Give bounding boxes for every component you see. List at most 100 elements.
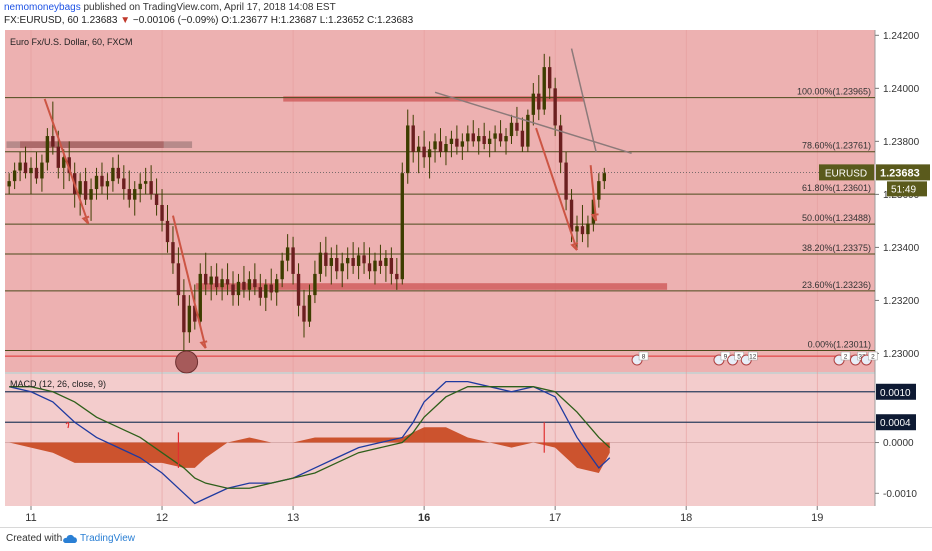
event-count-label: 2 — [871, 354, 875, 361]
ohlc-line: FX:EURUSD, 60 1.23683 ▼ −0.00106 (−0.09%… — [4, 15, 413, 26]
event-count-label: 9 — [724, 354, 728, 361]
macd-tick-label: 0.0000 — [883, 438, 914, 449]
candle-body — [111, 167, 115, 182]
macd-marker-badge — [876, 383, 916, 400]
candle-body — [62, 157, 66, 168]
candle-body — [575, 226, 579, 232]
candle-body — [171, 242, 175, 264]
candle-body — [127, 189, 131, 200]
candle-body — [520, 130, 525, 147]
candle-body — [291, 247, 295, 274]
candle-body — [345, 258, 350, 264]
candle-body — [160, 204, 164, 221]
candle-body — [487, 138, 492, 144]
candle-body — [285, 247, 290, 261]
macd-annotation-mark — [65, 422, 70, 429]
candle-body — [307, 295, 312, 322]
candle-body — [542, 67, 546, 110]
macd-marker-label: 0.0004 — [880, 418, 911, 429]
publish-line: nemomoneybags published on TradingView.c… — [4, 2, 336, 13]
candle-body — [362, 255, 366, 264]
candle-body — [340, 263, 344, 272]
down-arrow-line — [535, 127, 578, 251]
candle-body — [422, 146, 426, 158]
time-tick-label: 11 — [25, 512, 36, 524]
candle-body — [427, 149, 432, 158]
candle-body — [275, 279, 279, 293]
price-tick-label: 1.23800 — [883, 137, 920, 148]
symbol-label: FX:EURUSD, 60 — [4, 15, 79, 26]
price-tick-label: 1.24000 — [883, 84, 920, 95]
candle-body — [335, 258, 339, 272]
candle-body — [526, 114, 530, 147]
candle-body — [94, 175, 99, 190]
symbol-badge — [819, 164, 874, 181]
candle-body — [477, 136, 481, 142]
candle-body — [471, 133, 475, 142]
candle-body — [67, 157, 71, 174]
time-tick-label: 19 — [811, 512, 823, 524]
last-price: 1.23683 — [81, 15, 118, 26]
candle-body — [165, 220, 170, 243]
macd-line — [9, 380, 611, 505]
candle-body — [100, 175, 104, 187]
candle-body — [154, 194, 159, 205]
open-value: O:1.23677 — [221, 15, 268, 26]
candle-body — [449, 138, 454, 144]
candle-body — [78, 181, 82, 195]
candle-body — [493, 133, 497, 139]
candle-body — [548, 67, 552, 89]
candle-body — [351, 258, 355, 266]
candle-body — [40, 162, 44, 179]
candle-body — [133, 189, 137, 200]
fib-level-label: 23.60%(1.23236) — [802, 280, 871, 290]
down-arrow-line — [43, 98, 90, 224]
candle-body — [356, 255, 361, 266]
author-link[interactable]: nemomoneybags — [4, 2, 81, 13]
candle-body — [280, 260, 284, 280]
candle-body — [602, 173, 606, 182]
tradingview-cloud-icon — [63, 534, 77, 543]
price-change: −0.00106 (−0.09%) — [132, 15, 219, 26]
candle-body — [258, 287, 263, 298]
event-count-badge — [638, 351, 649, 361]
close-value: C:1.23683 — [367, 15, 414, 26]
candle-body — [498, 133, 503, 142]
candle-body — [482, 136, 486, 144]
candle-body — [378, 260, 383, 266]
down-arrow-line — [589, 165, 598, 221]
candle-body — [220, 279, 224, 288]
tradingview-link[interactable]: TradingView — [80, 533, 136, 544]
time-tick-label: 16 — [418, 512, 430, 524]
candle-body — [116, 167, 121, 179]
candle-body — [269, 284, 273, 293]
countdown-badge — [887, 181, 927, 197]
candle-body — [187, 305, 192, 333]
candle-body — [433, 141, 437, 150]
event-count-label: 8 — [642, 354, 646, 361]
macd-histogram — [9, 427, 610, 473]
trendline — [570, 48, 597, 153]
candle-body — [214, 276, 219, 288]
current-price-value: 1.23683 — [880, 167, 920, 179]
fib-level-label: 38.20%(1.23375) — [802, 243, 871, 253]
down-arrow-line — [171, 215, 207, 349]
candle-body — [231, 284, 235, 296]
candle-body — [537, 93, 541, 110]
macd-title: MACD (12, 26, close, 9) — [10, 379, 106, 389]
candle-body — [313, 273, 317, 296]
resistance-zone — [6, 141, 193, 148]
candle-body — [122, 178, 126, 190]
candle-body — [296, 273, 301, 306]
price-tick-label: 1.23400 — [883, 243, 920, 254]
candle-body — [515, 122, 519, 131]
candle-body — [460, 141, 465, 147]
candle-body — [149, 181, 153, 195]
arrow-head-icon — [81, 215, 90, 225]
candle-body — [89, 189, 93, 200]
candle-body — [12, 170, 17, 182]
time-tick-label: 12 — [156, 512, 168, 524]
candle-body — [580, 226, 585, 235]
candle-body — [318, 252, 323, 274]
